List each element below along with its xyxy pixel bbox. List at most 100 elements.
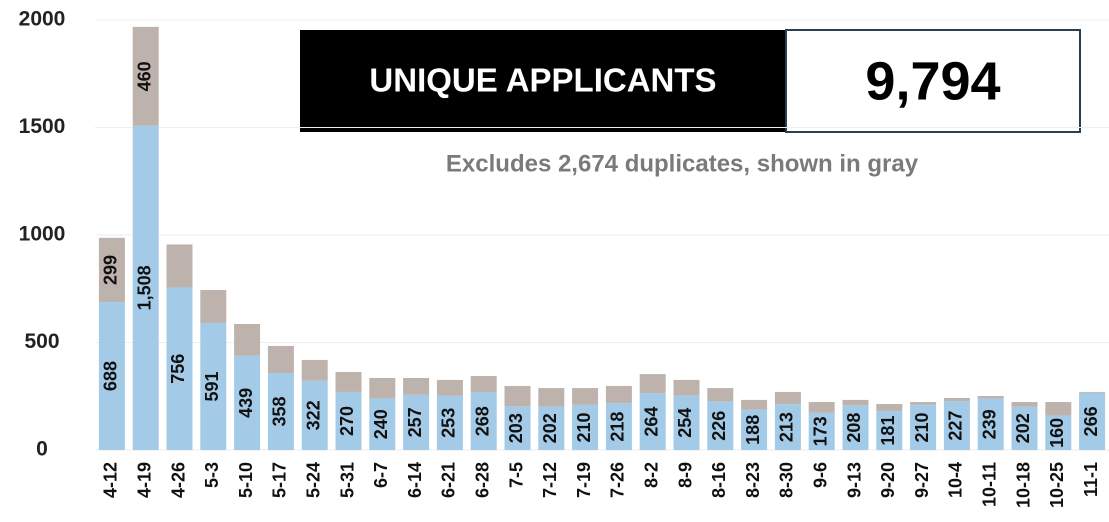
bar-segment — [538, 388, 565, 407]
x-tick-label: 11-1 — [1081, 462, 1101, 497]
bar-segment — [707, 388, 734, 402]
bar-segment — [267, 373, 294, 450]
data-label: 322 — [303, 400, 323, 430]
data-label: 688 — [101, 361, 121, 391]
data-label: 160 — [1047, 418, 1067, 448]
data-label: 270 — [337, 406, 357, 436]
data-label: 203 — [506, 413, 526, 443]
x-tick-label: 10-11 — [979, 462, 999, 507]
x-tick-label: 6-14 — [405, 462, 425, 498]
data-label: 188 — [743, 415, 763, 445]
bar-segment — [504, 385, 531, 407]
bar-segment — [301, 380, 328, 450]
x-tick-label: 8-30 — [777, 462, 797, 498]
bar-segment — [639, 374, 666, 394]
bar-segment — [234, 355, 261, 450]
subtitle: Excludes 2,674 duplicates, shown in gray — [446, 150, 919, 177]
kpi-value: 9,794 — [865, 51, 1000, 111]
x-tick-label: 5-17 — [270, 462, 290, 498]
y-tick-label: 2000 — [19, 8, 66, 31]
bar-segment — [910, 402, 937, 405]
bar-segment — [572, 404, 599, 450]
kpi-label-box — [300, 30, 786, 132]
kpi-label: UNIQUE APPLICANTS — [369, 62, 716, 99]
bar-segment — [403, 394, 430, 450]
x-tick-label: 6-7 — [371, 462, 391, 488]
x-tick-label: 4-26 — [168, 462, 188, 498]
bar-segment — [605, 385, 632, 404]
data-label: 208 — [844, 413, 864, 443]
x-tick-label: 5-24 — [303, 462, 323, 498]
bar-segment — [673, 379, 700, 396]
bar-segment — [977, 396, 1004, 399]
bar-segment — [166, 287, 193, 450]
bar-segment — [166, 244, 193, 288]
bar-segment — [605, 403, 632, 450]
x-tick-label: 8-16 — [709, 462, 729, 498]
bar-segment — [842, 399, 869, 406]
y-tick-label: 1500 — [19, 115, 66, 138]
bar-segment — [943, 401, 970, 450]
bar-segment — [842, 405, 869, 450]
bar-segment — [267, 345, 294, 374]
data-label: 202 — [540, 413, 560, 443]
x-tick-label: 8-23 — [743, 462, 763, 498]
x-tick-label: 10-4 — [946, 462, 966, 498]
bar-segment — [335, 371, 362, 392]
bar-segment — [436, 395, 463, 450]
x-tick-label: 8-2 — [641, 462, 661, 488]
data-label: 213 — [777, 412, 797, 442]
bar-segment — [470, 392, 497, 450]
bar-segment — [977, 398, 1004, 450]
x-tick-label: 5-31 — [337, 462, 357, 498]
bar-segment — [808, 412, 835, 450]
x-tick-label: 5-3 — [202, 462, 222, 488]
x-tick-label: 4-19 — [134, 462, 154, 498]
data-label: 591 — [202, 371, 222, 401]
x-tick-label: 7-19 — [574, 462, 594, 498]
bar-segment — [335, 391, 362, 450]
data-label: 253 — [439, 408, 459, 438]
bar-segment — [910, 404, 937, 450]
bar-segment — [436, 379, 463, 396]
x-tick-label: 7-5 — [506, 462, 526, 488]
bar-segment — [403, 377, 430, 395]
x-tick-label: 5-10 — [236, 462, 256, 498]
y-tick-label: 500 — [24, 330, 59, 353]
data-label: 439 — [236, 388, 256, 418]
data-label: 210 — [912, 412, 932, 442]
bar-segment — [504, 406, 531, 450]
bar-segment — [1079, 392, 1106, 450]
bar-segment — [200, 322, 227, 450]
bar-segment — [538, 406, 565, 450]
bar-segment — [774, 404, 801, 450]
data-label: 239 — [979, 409, 999, 439]
data-label: 202 — [1013, 413, 1033, 443]
x-tick-label: 9-27 — [912, 462, 932, 498]
bar-segment — [741, 409, 768, 450]
x-tick-label: 8-9 — [675, 462, 695, 488]
x-tick-label: 9-20 — [878, 462, 898, 498]
bar-segment — [369, 377, 396, 399]
bar-segment — [808, 402, 835, 413]
bar-segment — [98, 237, 125, 303]
x-tick-label: 10-18 — [1013, 462, 1033, 508]
bar-segment — [132, 26, 159, 126]
kpi-value-box — [785, 29, 1081, 133]
x-tick-label: 10-25 — [1047, 462, 1067, 508]
data-label: 226 — [709, 411, 729, 441]
bar-segment — [741, 399, 768, 410]
x-tick-label: 9-6 — [810, 462, 830, 488]
bar-segment — [673, 395, 700, 450]
data-label: 173 — [810, 416, 830, 446]
x-tick-label: 6-21 — [439, 462, 459, 498]
bar-segment — [572, 388, 599, 405]
x-tick-label: 7-12 — [540, 462, 560, 498]
bar-segment — [470, 376, 497, 393]
data-label: 218 — [608, 412, 628, 442]
bar-segment — [200, 290, 227, 323]
bar-segment — [98, 302, 125, 450]
bar-segment — [774, 391, 801, 405]
data-label: 227 — [946, 411, 966, 441]
